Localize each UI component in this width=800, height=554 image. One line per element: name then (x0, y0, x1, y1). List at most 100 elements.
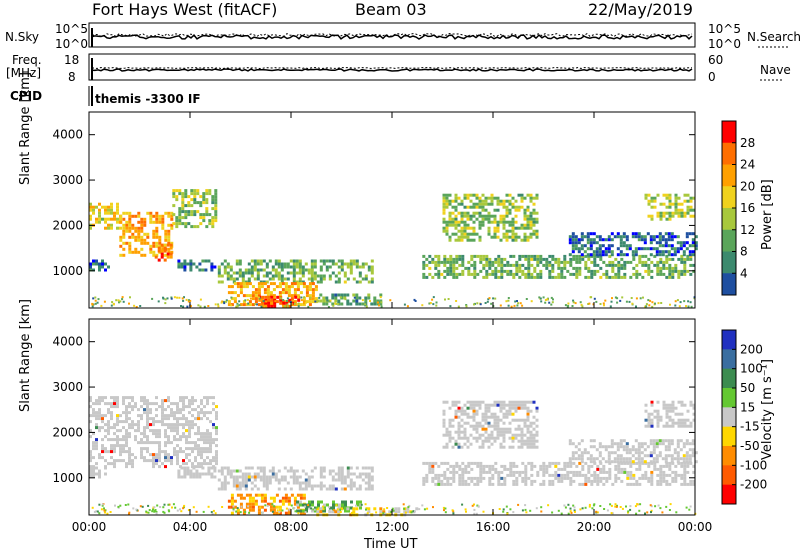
power-echo-cell (203, 305, 206, 308)
power-echo-cell (157, 258, 161, 262)
velocity-echo-cell (461, 482, 465, 486)
velocity-echo-cell (209, 396, 212, 400)
power-echo-cell (199, 213, 203, 217)
velocity-echo-cell (487, 421, 491, 425)
velocity-echo-cell (650, 403, 654, 407)
power-echo-cell (189, 305, 192, 308)
velocity-echo-cell (619, 442, 623, 446)
power-echo-cell (283, 265, 287, 269)
velocity-echo-cell (223, 475, 227, 479)
velocity-echo-cell (458, 476, 462, 480)
velocity-echo-cell (263, 496, 267, 500)
velocity-echo-cell (493, 436, 497, 440)
velocity-echo-cell (548, 482, 552, 486)
velocity-echo-cell (170, 414, 173, 418)
velocity-echo-cell (122, 399, 125, 403)
velocity-echo-cell (322, 484, 326, 488)
power-echo-cell (113, 217, 116, 221)
power-echo-cell (137, 235, 141, 239)
power-echo-cell (445, 199, 449, 203)
velocity-echo-cell (452, 470, 456, 474)
power-echo-cell (211, 222, 215, 226)
power-echo-cell (223, 268, 227, 272)
power-echo-cell (679, 241, 683, 245)
velocity-echo-cell (476, 504, 479, 507)
velocity-echo-cell (496, 403, 500, 407)
velocity-echo-cell (319, 481, 323, 485)
velocity-echo-cell (206, 417, 209, 421)
velocity-echo-cell (458, 479, 462, 483)
power-echo-cell (464, 266, 468, 270)
velocity-echo-cell (620, 467, 624, 471)
power-echo-cell (580, 253, 584, 257)
power-echo-cell (299, 303, 303, 307)
velocity-echo-cell (390, 511, 393, 513)
velocity-echo-cell (323, 506, 326, 510)
power-echo-cell (643, 238, 647, 242)
power-echo-cell (264, 298, 268, 302)
power-echo-cell (494, 275, 498, 279)
power-echo-cell (505, 208, 509, 212)
power-echo-cell (211, 219, 215, 223)
power-echo-cell (266, 294, 270, 298)
velocity-echo-cell (343, 487, 347, 491)
velocity-echo-cell (98, 429, 101, 433)
velocity-echo-cell (170, 459, 173, 463)
velocity-echo-cell (626, 473, 630, 477)
velocity-echo-cell (464, 508, 467, 511)
power-echo-cell (116, 202, 119, 206)
velocity-echo-cell (619, 445, 623, 449)
velocity-echo-cell (575, 464, 579, 468)
power-echo-cell (472, 220, 476, 224)
velocity-echo-cell (182, 450, 185, 454)
power-echo-cell (644, 260, 648, 264)
power-echo-cell (211, 198, 215, 202)
velocity-echo-cell (125, 432, 128, 436)
velocity-echo-cell (668, 418, 672, 422)
power-echo-cell (272, 288, 276, 292)
velocity-echo-cell (125, 450, 128, 454)
velocity-echo-cell (500, 476, 504, 480)
power-echo-cell (137, 211, 141, 215)
velocity-echo-cell (463, 436, 467, 440)
velocity-echo-cell (146, 423, 149, 427)
power-echo-cell (223, 259, 227, 263)
velocity-echo-cell (271, 472, 275, 476)
velocity-echo-cell (683, 418, 687, 422)
power-echo-cell (119, 235, 123, 239)
power-echo-cell (376, 302, 380, 306)
power-echo-cell (98, 214, 101, 218)
power-echo-cell (202, 216, 206, 220)
velocity-echo-cell (367, 472, 371, 476)
power-echo-cell (680, 269, 684, 273)
power-echo-cell (101, 217, 104, 221)
velocity-echo-cell (491, 464, 495, 468)
power-echo-cell (625, 244, 629, 248)
velocity-echo-cell (314, 506, 317, 510)
power-echo-cell (149, 250, 153, 254)
velocity-echo-cell (128, 396, 131, 400)
velocity-echo-cell (443, 482, 447, 486)
power-echo-cell (110, 217, 113, 221)
velocity-echo-cell (493, 412, 497, 416)
velocity-echo-cell (535, 430, 539, 434)
velocity-echo-cell (370, 475, 374, 479)
velocity-echo-cell (200, 462, 203, 466)
velocity-echo-cell (472, 403, 476, 407)
power-echo-cell (484, 214, 488, 218)
velocity-echo-cell (590, 473, 594, 477)
power-echo-cell (254, 294, 258, 298)
velocity-echo-cell (470, 467, 474, 471)
power-colorbar-segment (722, 273, 736, 296)
velocity-echo-cell (479, 464, 483, 468)
power-echo-cell (361, 299, 364, 302)
power-echo-cell (499, 214, 503, 218)
power-echo-cell (496, 208, 500, 212)
power-echo-cell (318, 296, 321, 299)
velocity-echo-cell (581, 473, 585, 477)
power-echo-cell (677, 269, 681, 273)
velocity-echo-cell (463, 409, 467, 413)
power-echo-cell (134, 247, 138, 251)
velocity-echo-cell (238, 484, 242, 488)
power-echo-cell (665, 266, 669, 270)
